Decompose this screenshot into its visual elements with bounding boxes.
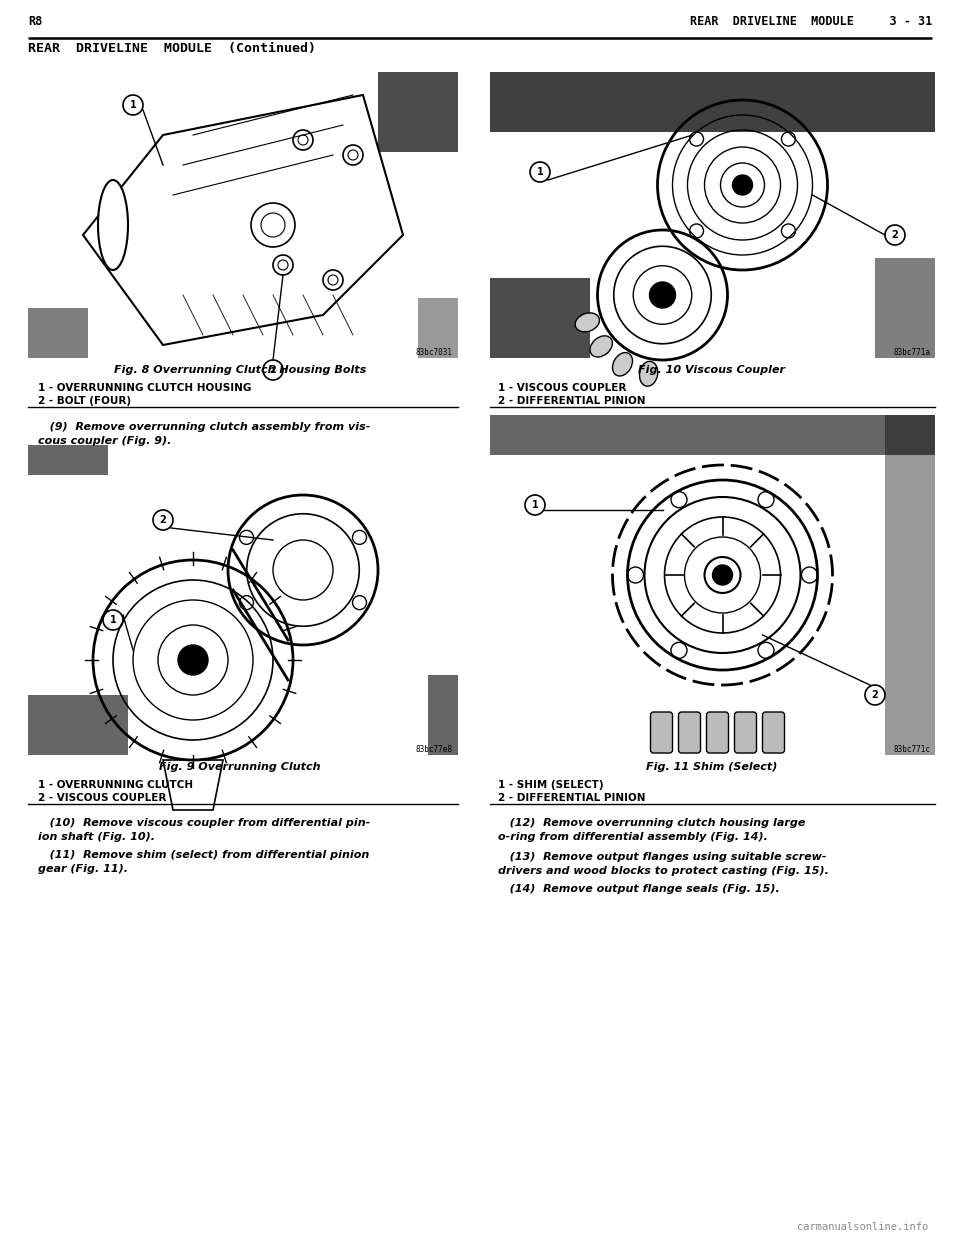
Text: REAR  DRIVELINE  MODULE  (Continued): REAR DRIVELINE MODULE (Continued)	[28, 42, 316, 55]
Bar	[28, 72, 458, 358]
Text: R8: R8	[28, 15, 42, 29]
Text: ion shaft (Fig. 10).: ion shaft (Fig. 10).	[38, 832, 155, 842]
Text: 1 - OVERRUNNING CLUTCH: 1 - OVERRUNNING CLUTCH	[38, 780, 193, 790]
Text: Fig. 11 Shim (Select): Fig. 11 Shim (Select)	[646, 763, 778, 773]
Circle shape	[650, 282, 676, 308]
Bar	[875, 258, 935, 358]
Text: 2: 2	[872, 691, 878, 700]
Text: 1: 1	[537, 166, 543, 178]
Text: 1: 1	[109, 615, 116, 625]
Text: (14)  Remove output flange seals (Fig. 15).: (14) Remove output flange seals (Fig. 15…	[498, 884, 780, 894]
Text: 1 - SHIM (SELECT): 1 - SHIM (SELECT)	[498, 780, 604, 790]
Bar	[28, 445, 458, 755]
Text: Fig. 10 Viscous Coupler: Fig. 10 Viscous Coupler	[638, 365, 785, 375]
Text: (13)  Remove output flanges using suitable screw-: (13) Remove output flanges using suitabl…	[498, 852, 827, 862]
Bar	[885, 415, 935, 755]
Circle shape	[712, 565, 732, 585]
FancyBboxPatch shape	[707, 712, 729, 753]
Text: Fig. 9 Overrunning Clutch: Fig. 9 Overrunning Clutch	[159, 763, 321, 773]
Text: gear (Fig. 11).: gear (Fig. 11).	[38, 864, 128, 874]
Text: 1: 1	[130, 101, 136, 111]
FancyBboxPatch shape	[651, 712, 673, 753]
Text: drivers and wood blocks to protect casting (Fig. 15).: drivers and wood blocks to protect casti…	[498, 866, 828, 876]
Circle shape	[178, 645, 208, 674]
Ellipse shape	[575, 313, 599, 332]
Text: 1 - VISCOUS COUPLER: 1 - VISCOUS COUPLER	[498, 383, 626, 392]
Text: 83bc771a: 83bc771a	[893, 348, 930, 356]
Text: 2 - DIFFERENTIAL PINION: 2 - DIFFERENTIAL PINION	[498, 792, 645, 804]
Text: 2: 2	[270, 365, 276, 375]
Bar	[28, 696, 128, 755]
Text: 83bc7031: 83bc7031	[415, 348, 452, 356]
Text: 1: 1	[532, 501, 539, 510]
Text: carmanualsonline.info: carmanualsonline.info	[797, 1222, 928, 1232]
Bar	[490, 278, 590, 358]
Text: 2 - BOLT (FOUR): 2 - BOLT (FOUR)	[38, 396, 132, 406]
Polygon shape	[163, 760, 223, 810]
Text: 2: 2	[892, 230, 899, 240]
Polygon shape	[83, 94, 403, 345]
FancyBboxPatch shape	[734, 712, 756, 753]
Bar	[28, 445, 108, 474]
Text: o-ring from differential assembly (Fig. 14).: o-ring from differential assembly (Fig. …	[498, 832, 768, 842]
Bar	[490, 415, 935, 755]
Ellipse shape	[639, 361, 658, 386]
Bar	[418, 298, 458, 358]
Text: Fig. 8 Overrunning Clutch Housing Bolts: Fig. 8 Overrunning Clutch Housing Bolts	[114, 365, 366, 375]
Text: (10)  Remove viscous coupler from differential pin-: (10) Remove viscous coupler from differe…	[38, 818, 371, 828]
Ellipse shape	[98, 180, 128, 270]
Text: 2: 2	[159, 515, 166, 525]
Text: 1 - OVERRUNNING CLUTCH HOUSING: 1 - OVERRUNNING CLUTCH HOUSING	[38, 383, 252, 392]
Text: REAR  DRIVELINE  MODULE     3 - 31: REAR DRIVELINE MODULE 3 - 31	[689, 15, 932, 29]
Bar	[490, 415, 935, 455]
Bar	[428, 674, 458, 755]
Ellipse shape	[590, 335, 612, 356]
Text: 83bc771c: 83bc771c	[893, 745, 930, 754]
Bar	[378, 72, 458, 152]
FancyBboxPatch shape	[762, 712, 784, 753]
Text: 2 - VISCOUS COUPLER: 2 - VISCOUS COUPLER	[38, 792, 166, 804]
Text: 2 - DIFFERENTIAL PINION: 2 - DIFFERENTIAL PINION	[498, 396, 645, 406]
Text: (12)  Remove overrunning clutch housing large: (12) Remove overrunning clutch housing l…	[498, 818, 805, 828]
Text: 83bc77e8: 83bc77e8	[415, 745, 452, 754]
Text: (11)  Remove shim (select) from differential pinion: (11) Remove shim (select) from different…	[38, 850, 370, 859]
Text: cous coupler (Fig. 9).: cous coupler (Fig. 9).	[38, 436, 172, 446]
Bar	[490, 72, 935, 132]
Bar	[490, 72, 935, 358]
Circle shape	[732, 175, 753, 195]
FancyBboxPatch shape	[679, 712, 701, 753]
Ellipse shape	[612, 353, 633, 376]
Bar	[28, 308, 88, 358]
Text: (9)  Remove overrunning clutch assembly from vis-: (9) Remove overrunning clutch assembly f…	[38, 422, 371, 432]
